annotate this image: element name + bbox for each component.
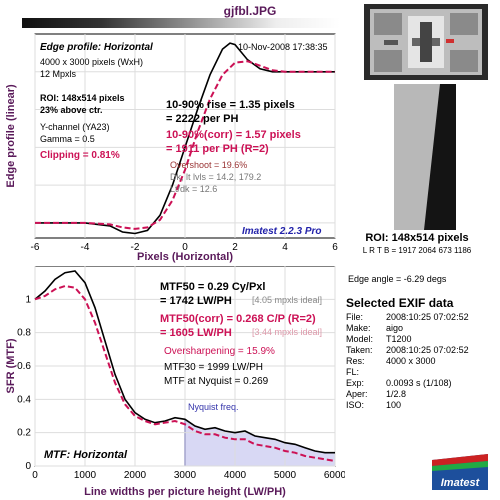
mtf-y-tick-label: 0.2: [17, 428, 31, 439]
roi-coords: L R T B = 1917 2064 673 1186: [362, 246, 472, 255]
edge-x-tick-label: 0: [182, 242, 188, 253]
mtf50-corr-lw: = 1605 LW/PH: [160, 327, 232, 339]
exif-key: FL:: [346, 367, 360, 377]
roi-label: ROI: 148x514 pixels: [365, 232, 469, 244]
logo-text: Imatest: [441, 477, 481, 489]
exif-row: Aper: 1/2.8: [346, 389, 406, 399]
mtf50-value: MTF50 = 0.29 Cy/Pxl: [160, 281, 265, 293]
edge-x-tick-label: 2: [232, 242, 238, 253]
exif-value: T1200: [386, 334, 412, 344]
rise-corr-per-ph: = 1911 per PH (R=2): [166, 143, 269, 155]
dark-light-levels: Dk, lt lvls = 14.2, 179.2: [170, 172, 261, 182]
exif-row: Exp: 0.0093 s (1/108): [346, 378, 452, 388]
mtf-nyquist-value: MTF at Nyquist = 0.269: [164, 376, 269, 387]
exif-title: Selected EXIF data: [346, 296, 454, 310]
mtf-y-tick-label: 0.4: [17, 394, 31, 405]
exif-row: Model: T1200: [346, 334, 412, 344]
image-size-info: 4000 x 3000 pixels (WxH): [40, 57, 143, 67]
nyquist-label: Nyquist freq.: [188, 402, 239, 412]
chart-thumbnail: [364, 4, 488, 80]
edge-x-tick-label: -4: [81, 242, 90, 253]
gamma-info: Gamma = 0.5: [40, 134, 95, 144]
exif-row: Res: 4000 x 3000: [346, 356, 436, 366]
edge-y-label: Edge profile (linear): [5, 84, 17, 188]
mtf50-ideal: [4.05 mpxls ideal]: [252, 295, 322, 305]
page-title: gjfbl.JPG: [223, 4, 277, 18]
exif-key: File:: [346, 312, 364, 322]
rise-corr-value: 10-90%(corr) = 1.57 pixels: [166, 129, 301, 141]
exif-value: aigo: [386, 323, 404, 333]
exif-value: 100: [386, 400, 402, 410]
mtf-x-tick-label: 6000: [324, 470, 345, 481]
exif-value: 1/2.8: [386, 389, 407, 399]
timestamp: 10-Nov-2008 17:38:35: [238, 42, 328, 52]
exif-key: Model:: [346, 334, 374, 344]
exif-key: Res:: [346, 356, 365, 366]
edge-series-measured: [35, 42, 335, 235]
mtf-series-measured: [34, 270, 335, 454]
exif-key: Aper:: [346, 389, 368, 399]
mtf-x-tick-label: 5000: [274, 470, 297, 481]
mtf-x-tick-label: 0: [32, 470, 38, 481]
exif-value: 0.0093 s (1/108): [386, 378, 452, 388]
exif-value: 2008:10:25 07:02:52: [386, 345, 469, 355]
edge-gradient-strip: [22, 18, 340, 28]
mtf-y-tick-label: 0.6: [17, 361, 31, 372]
edge-x-label: Pixels (Horizontal): [137, 251, 233, 263]
edge-heading: Edge profile: Horizontal: [40, 42, 153, 53]
roi-info: ROI: 148x514 pixels: [40, 93, 125, 103]
mtf-x-tick-label: 1000: [74, 470, 97, 481]
mtf-series-corrected: [34, 284, 336, 462]
roi-crop: [394, 84, 456, 230]
overshoot-value: Overshoot = 19.6%: [170, 160, 247, 170]
mtf-heading: MTF: Horizontal: [44, 449, 128, 461]
mtf-x-label: Line widths per picture height (LW/PH): [84, 486, 286, 498]
imatest-logo-icon: Imatest: [430, 448, 490, 492]
mtf-chart: 0 1000 2000 3000 4000 5000 600000.20.40.60.81 …: [5, 266, 345, 498]
mtf30-value: MTF30 = 1999 LW/PH: [164, 362, 263, 373]
exif-key: ISO:: [346, 400, 365, 410]
channel-info: Y-channel (YA23): [40, 122, 110, 132]
mtf-x-tick-label: 2000: [124, 470, 147, 481]
exif-row: ISO: 100: [346, 400, 401, 410]
exif-value: 2008:10:25 07:02:52: [386, 312, 469, 322]
edge-x-tick-label: -2: [131, 242, 140, 253]
mtf-y-label: SFR (MTF): [5, 338, 17, 393]
mtf-y-tick-label: 1: [25, 294, 31, 305]
exif-row: FL:: [346, 367, 386, 377]
mtf50-corr-value: MTF50(corr) = 0.268 C/P (R=2): [160, 313, 316, 325]
exif-key: Taken:: [346, 345, 373, 355]
exif-value: 4000 x 3000: [386, 356, 436, 366]
mtf-x-tick-label: 4000: [224, 470, 247, 481]
mtf-x-tick-label: 3000: [174, 470, 197, 481]
rise-per-ph: = 2222 per PH: [166, 113, 239, 125]
edge-x-tick-label: 6: [332, 242, 338, 253]
mtf-y-tick-label: 0: [25, 461, 31, 472]
rise-value: 10-90% rise = 1.35 pixels: [166, 99, 295, 111]
exif-row: Make: aigo: [346, 323, 403, 333]
exif-key: Exp:: [346, 378, 365, 388]
edge-series-corrected: [35, 60, 335, 230]
exif-key: Make:: [346, 323, 371, 333]
imatest-version: Imatest 2.2.3 Pro: [242, 226, 321, 237]
edge-x-tick-label: 4: [282, 242, 288, 253]
mtf-y-tick-label: 0.8: [17, 328, 31, 339]
mtf50-corr-ideal: [3.44 mpxls ideal]: [252, 327, 322, 337]
edge-x-tick-label: -6: [31, 242, 40, 253]
roi-position: 23% above ctr.: [40, 105, 103, 115]
edge-profile-chart: -6 -4 -2 0 2 4 6 Edge profile: Horizontal 10-N…: [5, 33, 338, 263]
oversharpening-value: Oversharpening = 15.9%: [164, 346, 275, 357]
mtf50-lw: = 1742 LW/PH: [160, 295, 232, 307]
clipping-value: Clipping = 0.81%: [40, 150, 120, 161]
megapixel-info: 12 Mpxls: [40, 69, 77, 79]
edge-angle: Edge angle = -6.29 degs: [348, 274, 447, 284]
exif-row: Taken: 2008:10:25 07:02:52: [346, 345, 469, 355]
light-dark-ratio: Lt/dk = 12.6: [170, 184, 217, 194]
exif-row: File: 2008:10:25 07:02:52: [346, 312, 469, 322]
